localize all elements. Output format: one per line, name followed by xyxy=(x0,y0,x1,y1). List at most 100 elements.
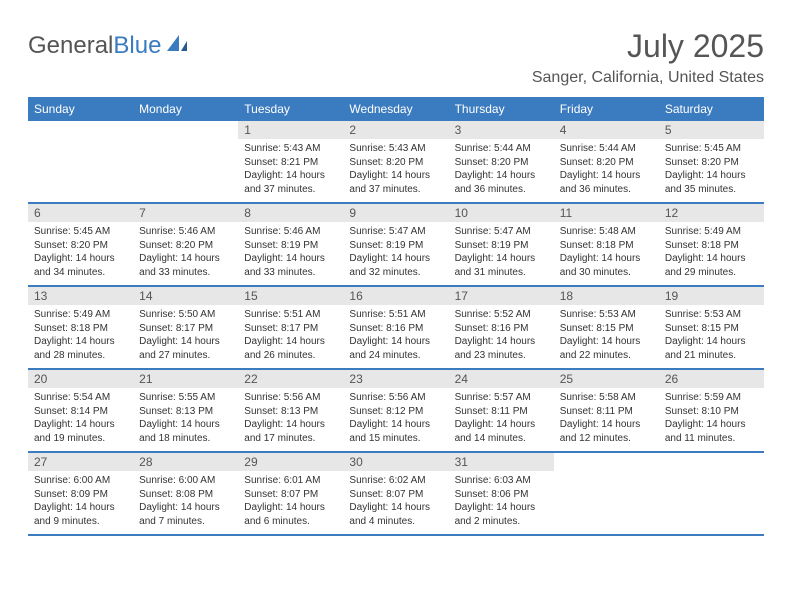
sunset-text: Sunset: 8:20 PM xyxy=(455,156,548,170)
day-body: Sunrise: 5:49 AMSunset: 8:18 PMDaylight:… xyxy=(659,222,764,285)
day-body: Sunrise: 5:59 AMSunset: 8:10 PMDaylight:… xyxy=(659,388,764,451)
daylight-text-2: and 27 minutes. xyxy=(139,349,232,363)
sunset-text: Sunset: 8:19 PM xyxy=(349,239,442,253)
sunrise-text: Sunrise: 5:51 AM xyxy=(244,308,337,322)
sunrise-text: Sunrise: 5:52 AM xyxy=(455,308,548,322)
daylight-text-1: Daylight: 14 hours xyxy=(349,501,442,515)
sunrise-text: Sunrise: 5:43 AM xyxy=(349,142,442,156)
day-number: 30 xyxy=(343,453,448,471)
sunset-text: Sunset: 8:13 PM xyxy=(139,405,232,419)
day-number: 16 xyxy=(343,287,448,305)
day-number: 20 xyxy=(28,370,133,388)
day-body: Sunrise: 5:51 AMSunset: 8:16 PMDaylight:… xyxy=(343,305,448,368)
day-number: 27 xyxy=(28,453,133,471)
daylight-text-2: and 30 minutes. xyxy=(560,266,653,280)
sunset-text: Sunset: 8:19 PM xyxy=(244,239,337,253)
sunset-text: Sunset: 8:15 PM xyxy=(560,322,653,336)
daylight-text-2: and 18 minutes. xyxy=(139,432,232,446)
weeks-container: 1Sunrise: 5:43 AMSunset: 8:21 PMDaylight… xyxy=(28,121,764,534)
sunset-text: Sunset: 8:17 PM xyxy=(139,322,232,336)
sunrise-text: Sunrise: 5:46 AM xyxy=(139,225,232,239)
day-body: Sunrise: 5:56 AMSunset: 8:13 PMDaylight:… xyxy=(238,388,343,451)
sunrise-text: Sunrise: 5:57 AM xyxy=(455,391,548,405)
calendar-cell: 9Sunrise: 5:47 AMSunset: 8:19 PMDaylight… xyxy=(343,204,448,285)
day-body: Sunrise: 5:43 AMSunset: 8:20 PMDaylight:… xyxy=(343,139,448,202)
daylight-text-2: and 11 minutes. xyxy=(665,432,758,446)
sunset-text: Sunset: 8:20 PM xyxy=(560,156,653,170)
daylight-text-1: Daylight: 14 hours xyxy=(455,252,548,266)
title-block: July 2025 Sanger, California, United Sta… xyxy=(532,28,764,87)
daylight-text-1: Daylight: 14 hours xyxy=(34,418,127,432)
calendar-week: 6Sunrise: 5:45 AMSunset: 8:20 PMDaylight… xyxy=(28,202,764,285)
daylight-text-2: and 22 minutes. xyxy=(560,349,653,363)
daylight-text-2: and 24 minutes. xyxy=(349,349,442,363)
day-body: Sunrise: 5:47 AMSunset: 8:19 PMDaylight:… xyxy=(449,222,554,285)
day-number: 9 xyxy=(343,204,448,222)
daylight-text-1: Daylight: 14 hours xyxy=(34,335,127,349)
day-body: Sunrise: 5:47 AMSunset: 8:19 PMDaylight:… xyxy=(343,222,448,285)
day-body: Sunrise: 5:48 AMSunset: 8:18 PMDaylight:… xyxy=(554,222,659,285)
daylight-text-2: and 15 minutes. xyxy=(349,432,442,446)
sunset-text: Sunset: 8:19 PM xyxy=(455,239,548,253)
daylight-text-1: Daylight: 14 hours xyxy=(139,252,232,266)
daylight-text-1: Daylight: 14 hours xyxy=(139,501,232,515)
calendar-cell: 22Sunrise: 5:56 AMSunset: 8:13 PMDayligh… xyxy=(238,370,343,451)
daylight-text-1: Daylight: 14 hours xyxy=(349,418,442,432)
daylight-text-2: and 21 minutes. xyxy=(665,349,758,363)
daylight-text-1: Daylight: 14 hours xyxy=(244,501,337,515)
daylight-text-2: and 32 minutes. xyxy=(349,266,442,280)
day-number: 24 xyxy=(449,370,554,388)
sunset-text: Sunset: 8:18 PM xyxy=(665,239,758,253)
daylight-text-2: and 37 minutes. xyxy=(349,183,442,197)
daylight-text-2: and 36 minutes. xyxy=(560,183,653,197)
day-body: Sunrise: 5:52 AMSunset: 8:16 PMDaylight:… xyxy=(449,305,554,368)
daylight-text-1: Daylight: 14 hours xyxy=(244,169,337,183)
calendar-cell: 10Sunrise: 5:47 AMSunset: 8:19 PMDayligh… xyxy=(449,204,554,285)
sunrise-text: Sunrise: 5:44 AM xyxy=(560,142,653,156)
calendar-cell: 16Sunrise: 5:51 AMSunset: 8:16 PMDayligh… xyxy=(343,287,448,368)
daylight-text-2: and 23 minutes. xyxy=(455,349,548,363)
calendar: Sunday Monday Tuesday Wednesday Thursday… xyxy=(28,97,764,536)
calendar-cell: 25Sunrise: 5:58 AMSunset: 8:11 PMDayligh… xyxy=(554,370,659,451)
daylight-text-2: and 4 minutes. xyxy=(349,515,442,529)
sunset-text: Sunset: 8:10 PM xyxy=(665,405,758,419)
calendar-cell: 11Sunrise: 5:48 AMSunset: 8:18 PMDayligh… xyxy=(554,204,659,285)
day-body: Sunrise: 5:54 AMSunset: 8:14 PMDaylight:… xyxy=(28,388,133,451)
sunrise-text: Sunrise: 6:00 AM xyxy=(139,474,232,488)
sunset-text: Sunset: 8:14 PM xyxy=(34,405,127,419)
sunrise-text: Sunrise: 5:56 AM xyxy=(349,391,442,405)
daylight-text-1: Daylight: 14 hours xyxy=(665,418,758,432)
weekday-monday: Monday xyxy=(133,97,238,121)
daylight-text-1: Daylight: 14 hours xyxy=(34,252,127,266)
calendar-cell: 5Sunrise: 5:45 AMSunset: 8:20 PMDaylight… xyxy=(659,121,764,202)
daylight-text-1: Daylight: 14 hours xyxy=(349,335,442,349)
daylight-text-1: Daylight: 14 hours xyxy=(665,335,758,349)
day-number: 2 xyxy=(343,121,448,139)
calendar-cell xyxy=(659,453,764,534)
calendar-cell: 8Sunrise: 5:46 AMSunset: 8:19 PMDaylight… xyxy=(238,204,343,285)
weekday-wednesday: Wednesday xyxy=(343,97,448,121)
sunset-text: Sunset: 8:13 PM xyxy=(244,405,337,419)
day-number: 3 xyxy=(449,121,554,139)
daylight-text-1: Daylight: 14 hours xyxy=(455,418,548,432)
day-number: 13 xyxy=(28,287,133,305)
calendar-cell: 7Sunrise: 5:46 AMSunset: 8:20 PMDaylight… xyxy=(133,204,238,285)
sunrise-text: Sunrise: 5:50 AM xyxy=(139,308,232,322)
calendar-cell: 13Sunrise: 5:49 AMSunset: 8:18 PMDayligh… xyxy=(28,287,133,368)
day-body: Sunrise: 5:44 AMSunset: 8:20 PMDaylight:… xyxy=(554,139,659,202)
weekday-friday: Friday xyxy=(554,97,659,121)
day-number: 26 xyxy=(659,370,764,388)
daylight-text-2: and 12 minutes. xyxy=(560,432,653,446)
weekday-saturday: Saturday xyxy=(659,97,764,121)
day-number: 7 xyxy=(133,204,238,222)
day-number: 25 xyxy=(554,370,659,388)
day-body: Sunrise: 5:51 AMSunset: 8:17 PMDaylight:… xyxy=(238,305,343,368)
daylight-text-1: Daylight: 14 hours xyxy=(665,169,758,183)
sunrise-text: Sunrise: 5:45 AM xyxy=(665,142,758,156)
daylight-text-1: Daylight: 14 hours xyxy=(34,501,127,515)
sunrise-text: Sunrise: 6:03 AM xyxy=(455,474,548,488)
day-body: Sunrise: 5:49 AMSunset: 8:18 PMDaylight:… xyxy=(28,305,133,368)
daylight-text-2: and 2 minutes. xyxy=(455,515,548,529)
calendar-cell: 31Sunrise: 6:03 AMSunset: 8:06 PMDayligh… xyxy=(449,453,554,534)
calendar-cell: 29Sunrise: 6:01 AMSunset: 8:07 PMDayligh… xyxy=(238,453,343,534)
